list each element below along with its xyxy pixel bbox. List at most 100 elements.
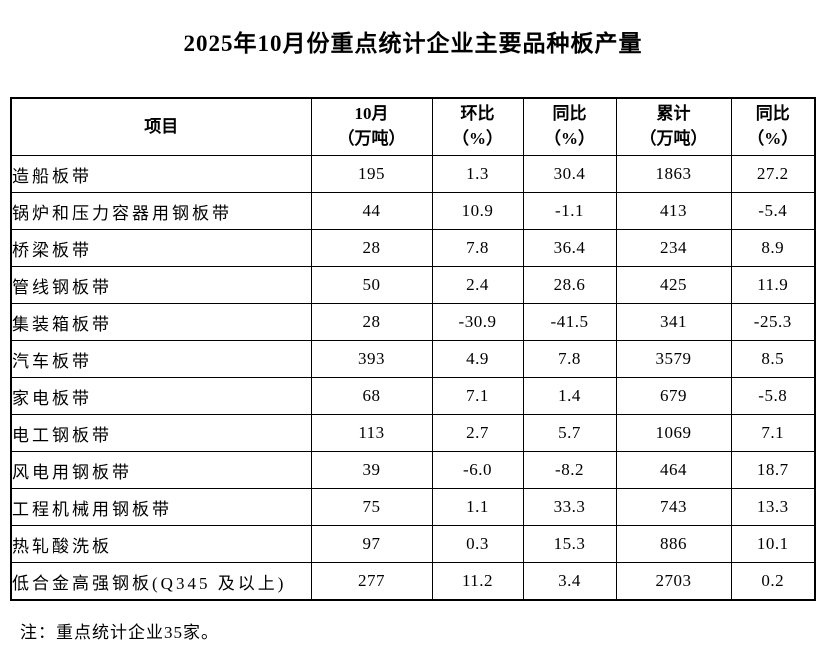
value-cumulative: 886 [615,525,732,563]
item-name: 电工钢板带 [10,414,312,452]
value-cumulative-yoy: -5.8 [730,377,816,415]
value-cumulative-yoy: -25.3 [730,303,816,341]
value-october: 277 [310,562,433,601]
value-october: 75 [310,488,433,526]
table-row: 家电板带 68 7.1 1.4 679 -5.8 [10,377,816,415]
value-yoy: 3.4 [522,562,617,601]
value-october: 44 [310,192,433,230]
value-cumulative-yoy: 27.2 [730,155,816,193]
value-cumulative: 341 [615,303,732,341]
footnote: 注：重点统计企业35家。 [20,623,219,642]
header-cumulative-yoy: 同比 （%） [730,97,816,156]
value-mom: 11.2 [431,562,524,601]
item-name: 风电用钢板带 [10,451,312,489]
item-name: 家电板带 [10,377,312,415]
table-row: 电工钢板带 113 2.7 5.7 1069 7.1 [10,414,816,452]
value-mom: 4.9 [431,340,524,378]
value-october: 28 [310,229,433,267]
header-yoy: 同比 （%） [522,97,617,156]
table-row: 锅炉和压力容器用钢板带 44 10.9 -1.1 413 -5.4 [10,192,816,230]
value-cumulative: 413 [615,192,732,230]
value-yoy: -41.5 [522,303,617,341]
value-cumulative: 2703 [615,562,732,601]
value-mom: 2.7 [431,414,524,452]
header-mom: 环比 （%） [431,97,524,156]
item-name: 桥梁板带 [10,229,312,267]
value-yoy: 7.8 [522,340,617,378]
value-mom: 7.8 [431,229,524,267]
value-october: 113 [310,414,433,452]
value-cumulative-yoy: 18.7 [730,451,816,489]
page-title: 2025年10月份重点统计企业主要品种板产量 [183,31,643,56]
header-item-line1: 项目 [144,116,179,136]
value-october: 393 [310,340,433,378]
value-yoy: -8.2 [522,451,617,489]
value-cumulative-yoy: 8.9 [730,229,816,267]
item-name: 热轧酸洗板 [10,525,312,563]
value-yoy: 30.4 [522,155,617,193]
header-cumulative-line2: （万吨） [639,129,708,148]
value-october: 68 [310,377,433,415]
header-mom-line2: （%） [452,129,503,148]
item-name: 集装箱板带 [10,303,312,341]
item-name: 锅炉和压力容器用钢板带 [10,192,312,230]
header-october-line1: 10月 [354,104,389,124]
item-name: 汽车板带 [10,340,312,378]
value-mom: 0.3 [431,525,524,563]
value-cumulative: 679 [615,377,732,415]
production-table: 项目 10月 （万吨） 环比 （%） 同比 （%） 累计 （万吨） [10,97,816,601]
table-row: 桥梁板带 28 7.8 36.4 234 8.9 [10,229,816,267]
table-row: 工程机械用钢板带 75 1.1 33.3 743 13.3 [10,488,816,526]
value-mom: 2.4 [431,266,524,304]
value-mom: -6.0 [431,451,524,489]
table-header-row: 项目 10月 （万吨） 环比 （%） 同比 （%） 累计 （万吨） [10,97,816,156]
value-yoy: 36.4 [522,229,617,267]
header-cumulative-yoy-line2: （%） [747,129,799,148]
value-yoy: 28.6 [522,266,617,304]
value-october: 97 [310,525,433,563]
value-cumulative-yoy: 13.3 [730,488,816,526]
item-name: 低合金高强钢板(Q345 及以上) [10,562,312,601]
header-cumulative-line1: 累计 [656,104,691,124]
value-october: 39 [310,451,433,489]
value-yoy: 33.3 [522,488,617,526]
header-item: 项目 [10,97,312,156]
value-cumulative-yoy: 11.9 [730,266,816,304]
table-row: 汽车板带 393 4.9 7.8 3579 8.5 [10,340,816,378]
value-mom: 7.1 [431,377,524,415]
value-yoy: 1.4 [522,377,617,415]
value-cumulative-yoy: -5.4 [730,192,816,230]
value-october: 195 [310,155,433,193]
value-mom: 1.1 [431,488,524,526]
header-mom-line1: 环比 [460,104,495,124]
value-yoy: 5.7 [522,414,617,452]
header-october-line2: （万吨） [337,129,406,148]
value-cumulative-yoy: 10.1 [730,525,816,563]
value-cumulative-yoy: 0.2 [730,562,816,601]
value-cumulative: 3579 [615,340,732,378]
value-mom: 1.3 [431,155,524,193]
table-row: 造船板带 195 1.3 30.4 1863 27.2 [10,155,816,193]
header-october: 10月 （万吨） [310,97,433,156]
table-row: 低合金高强钢板(Q345 及以上) 277 11.2 3.4 2703 0.2 [10,562,816,601]
table-row: 热轧酸洗板 97 0.3 15.3 886 10.1 [10,525,816,563]
value-cumulative: 1069 [615,414,732,452]
value-yoy: -1.1 [522,192,617,230]
item-name: 造船板带 [10,155,312,193]
header-yoy-line1: 同比 [552,104,587,124]
item-name: 管线钢板带 [10,266,312,304]
value-october: 28 [310,303,433,341]
value-yoy: 15.3 [522,525,617,563]
table-row: 集装箱板带 28 -30.9 -41.5 341 -25.3 [10,303,816,341]
value-cumulative: 1863 [615,155,732,193]
value-cumulative: 425 [615,266,732,304]
value-cumulative: 234 [615,229,732,267]
header-cumulative-yoy-line1: 同比 [755,104,790,124]
table-row: 风电用钢板带 39 -6.0 -8.2 464 18.7 [10,451,816,489]
value-cumulative: 743 [615,488,732,526]
table-row: 管线钢板带 50 2.4 28.6 425 11.9 [10,266,816,304]
value-mom: -30.9 [431,303,524,341]
header-yoy-line2: （%） [544,129,595,148]
value-october: 50 [310,266,433,304]
